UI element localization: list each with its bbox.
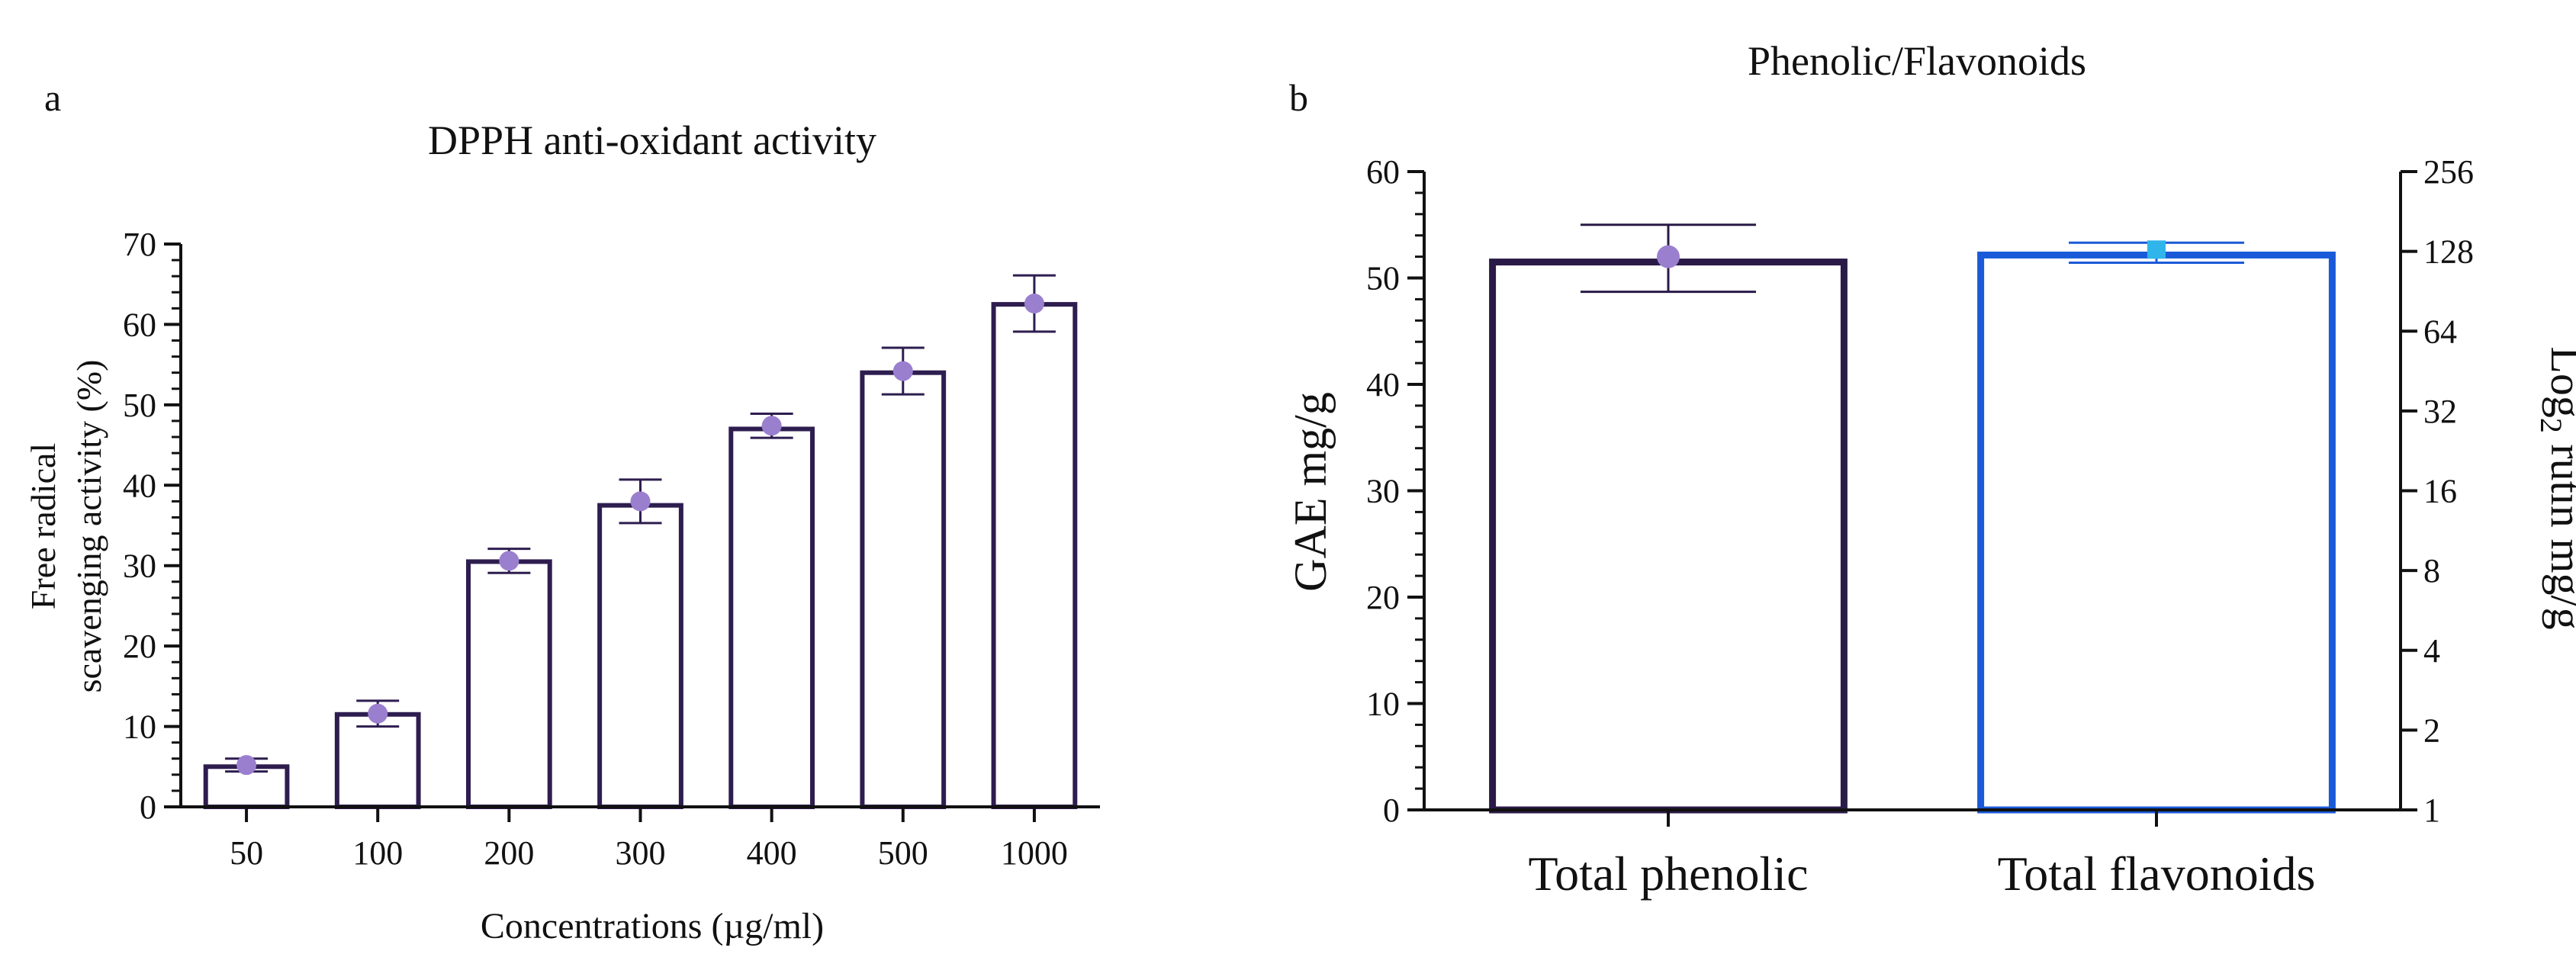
panel-a-x-tick-label: 400 <box>747 834 797 872</box>
panel-b-right-tick-label: 1 <box>2423 792 2440 829</box>
panel-a-x-axis-ticks: 50 100 200 300 400 500 1000 <box>230 807 1068 872</box>
panel-a-ylabel-line-1: Free radical <box>24 443 63 609</box>
panel-a-y-tick-label: 70 <box>123 226 156 263</box>
panel-a-y-tick-label: 50 <box>123 387 156 424</box>
panel-a-x-tick-label: 100 <box>352 834 403 872</box>
panel-a-y-tick-label: 0 <box>140 789 156 826</box>
panel-a-point <box>761 416 782 436</box>
panel-a-x-tick-label: 500 <box>878 834 928 872</box>
panel-a-y-tick-label: 60 <box>123 306 156 343</box>
panel-b-left-tick-label: 40 <box>1366 366 1400 403</box>
panel-a-bar <box>860 370 947 809</box>
panel-a-y-tick-label: 40 <box>123 467 156 504</box>
panel-b-title: Phenolic/Flavonoids <box>1748 38 2086 84</box>
panel-b-phenolic-chart: b Phenolic/Flavonoids GAE mg/g Log2 ruti… <box>1285 38 2576 901</box>
panel-a-bar <box>991 302 1078 810</box>
panel-b-left-tick-label: 20 <box>1366 579 1400 616</box>
panel-a-xlabel: Concentrations (µg/ml) <box>481 906 824 946</box>
panel-b-label: b <box>1289 76 1308 119</box>
panel-a-error-bars <box>225 274 1056 773</box>
panel-b-bar <box>1489 259 1848 814</box>
panel-b-points <box>1657 240 2166 268</box>
panel-a-x-tick-label: 200 <box>484 834 534 872</box>
panel-a-title: DPPH anti-oxidant activity <box>428 117 876 163</box>
panel-b-x-tick-label: Total phenolic <box>1529 847 1809 901</box>
panel-b-right-axis-ticks: 1 2 4 8 16 32 64 128 256 <box>2401 153 2474 829</box>
panel-a-points <box>236 294 1044 776</box>
panel-b-right-tick-label: 2 <box>2423 712 2440 749</box>
panel-b-ylabel-left: GAE mg/g <box>1285 392 1336 592</box>
panel-a-y-tick-label: 10 <box>123 708 156 746</box>
panel-a-bar <box>728 426 815 809</box>
panel-b-x-axis-ticks: Total phenolic Total flavonoids <box>1529 810 2316 901</box>
panel-b-bars <box>1489 251 2336 814</box>
panel-b-right-tick-label: 128 <box>2423 233 2474 271</box>
panel-b-right-tick-label: 4 <box>2423 632 2440 670</box>
panel-a-y-axis-ticks: 0 10 20 30 40 50 60 70 <box>123 226 181 826</box>
panel-b-left-tick-label: 30 <box>1366 473 1400 510</box>
panel-a-label: a <box>44 76 61 119</box>
panel-a-x-tick-label: 300 <box>616 834 666 872</box>
panel-a-point <box>236 755 257 776</box>
panel-a-point <box>1024 294 1044 314</box>
panel-a-x-tick-label: 50 <box>230 834 263 872</box>
panel-b-point <box>1657 245 1680 268</box>
panel-b-right-tick-label: 16 <box>2423 473 2457 510</box>
panel-b-left-tick-label: 60 <box>1366 153 1400 191</box>
panel-b-left-axis-ticks: 0 10 20 30 40 50 60 <box>1366 153 1424 829</box>
panel-a-bar <box>334 712 421 809</box>
panel-a-y-tick-label: 20 <box>123 628 156 665</box>
panel-a-y-tick-label: 30 <box>123 548 156 585</box>
panel-b-right-tick-label: 32 <box>2423 393 2457 430</box>
panel-b-right-tick-label: 8 <box>2423 552 2440 590</box>
panel-a-point <box>892 361 913 381</box>
panel-b-point <box>2147 240 2166 259</box>
panel-a-ylabel-line-2: scavenging activity (%) <box>69 360 108 693</box>
panel-a-bar <box>597 503 683 810</box>
panel-b-bar <box>1977 251 2336 814</box>
panel-b-left-tick-label: 10 <box>1366 686 1400 723</box>
panel-a-point <box>630 491 651 512</box>
panel-b-left-tick-label: 50 <box>1366 260 1400 297</box>
panel-a-dpph-chart: a DPPH anti-oxidant activity Free radica… <box>24 76 1100 946</box>
panel-a-bar <box>465 559 552 809</box>
panel-b-left-tick-label: 0 <box>1383 792 1400 829</box>
panel-b-x-tick-label: Total flavonoids <box>1998 847 2316 901</box>
panel-b-ylabel-right: Log2 rutin mg/g <box>2534 346 2576 629</box>
panel-b-right-tick-label: 256 <box>2423 153 2474 191</box>
panel-a-bars <box>203 302 1078 810</box>
panel-a-x-tick-label: 1000 <box>1001 834 1068 872</box>
panel-a-point <box>499 551 519 571</box>
panel-b-right-tick-label: 64 <box>2423 313 2457 350</box>
panel-a-point <box>368 703 388 724</box>
